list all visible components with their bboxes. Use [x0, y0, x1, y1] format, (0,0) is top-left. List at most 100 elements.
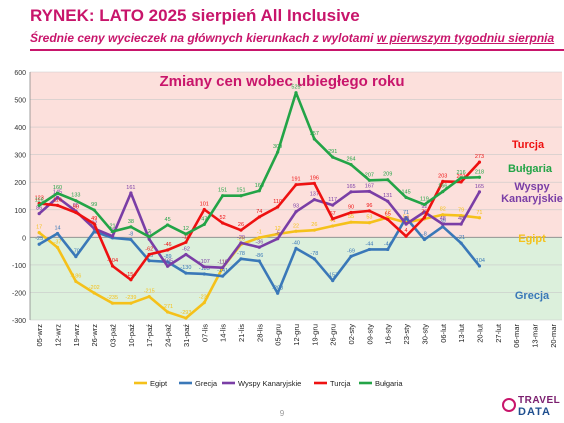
data-point — [147, 237, 151, 241]
data-label: -62 — [145, 246, 153, 252]
data-label: 166 — [438, 184, 447, 190]
data-label: -186 — [70, 273, 81, 279]
data-point — [165, 264, 170, 268]
data-label: 123 — [35, 195, 44, 201]
series-end-label: Wyspy — [514, 181, 550, 193]
legend-label: Wyspy Kanaryjskie — [238, 379, 301, 388]
data-point — [386, 247, 390, 252]
data-point — [367, 221, 371, 225]
data-label: -78 — [310, 251, 318, 257]
data-label: -130 — [180, 265, 191, 271]
data-point — [312, 228, 316, 232]
data-label: 131 — [383, 193, 392, 199]
data-point — [367, 189, 371, 193]
legend-label: Egipt — [150, 379, 168, 388]
data-point — [367, 178, 371, 182]
data-point — [202, 207, 206, 212]
data-label: 116 — [35, 197, 44, 203]
data-point — [92, 222, 96, 226]
data-point — [239, 257, 243, 261]
x-tick-label: 20-mar — [549, 324, 558, 348]
data-point — [441, 224, 445, 229]
data-point — [276, 237, 280, 241]
data-label: 273 — [475, 154, 484, 160]
data-point — [294, 183, 298, 187]
data-point — [349, 220, 353, 224]
data-label: 161 — [126, 185, 135, 191]
data-label: -40 — [292, 240, 300, 246]
data-label: 218 — [475, 169, 484, 175]
y-tick-label: 300 — [14, 153, 26, 160]
page-number: 9 — [279, 409, 285, 418]
data-label: 165 — [475, 184, 484, 190]
data-label: -7 — [147, 231, 152, 237]
data-label: -78 — [237, 251, 245, 257]
data-point — [92, 208, 96, 212]
data-point — [257, 215, 261, 219]
data-label: 72 — [421, 209, 427, 215]
x-tick-label: 13-mar — [530, 324, 539, 348]
data-label: -20 — [237, 235, 245, 241]
data-point — [221, 194, 225, 198]
data-point — [404, 195, 408, 199]
x-tick-label: 05-wrz — [35, 324, 44, 347]
data-point — [92, 229, 96, 234]
data-point — [202, 265, 206, 269]
page-title: RYNEK: LATO 2025 sierpień All Inclusive — [30, 6, 360, 25]
chart-title: Zmiany cen wobec ubiegłego roku — [159, 73, 404, 90]
data-point — [184, 271, 188, 275]
data-point — [477, 175, 482, 179]
data-point — [404, 222, 408, 226]
data-point — [276, 291, 280, 295]
data-point — [331, 278, 335, 283]
x-tick-label: 26-wrz — [90, 324, 99, 347]
data-point — [459, 241, 463, 245]
data-label: 203 — [438, 173, 447, 179]
data-label: 21 — [109, 224, 115, 230]
data-label: -8 — [128, 232, 133, 238]
x-tick-label: 23-sty — [402, 324, 411, 345]
data-point — [147, 294, 151, 299]
data-label: 72 — [385, 209, 391, 215]
data-label: 209 — [383, 172, 392, 178]
data-label: -44 — [384, 241, 392, 247]
x-tick-label: 20-lut — [475, 323, 484, 343]
x-tick-label: 28-lis — [255, 324, 264, 342]
data-point — [459, 213, 463, 218]
data-point — [257, 236, 261, 240]
series-end-label: Turcja — [512, 139, 545, 151]
x-tick-label: 10-paź — [127, 324, 136, 347]
data-label: -154 — [125, 272, 136, 278]
series-end-label: Bułgaria — [508, 163, 553, 175]
data-label: 53 — [366, 215, 372, 221]
logo-line-2: DATA — [518, 406, 551, 418]
data-point — [331, 224, 335, 228]
data-point — [37, 212, 41, 216]
logo-line-1: TRAVEL — [518, 395, 561, 406]
data-point — [92, 291, 96, 295]
data-point — [404, 234, 408, 238]
legend-label: Grecja — [195, 379, 218, 388]
data-point — [55, 203, 60, 207]
data-point — [147, 235, 151, 239]
data-point — [459, 176, 463, 180]
data-label: 95 — [73, 203, 79, 209]
data-label: 45 — [165, 217, 171, 223]
data-label: -203 — [272, 285, 283, 291]
data-label: 55 — [348, 214, 354, 220]
page-subtitle: Średnie ceny wycieczek na głównych kieru… — [30, 31, 554, 45]
data-point — [257, 189, 261, 193]
data-point — [37, 242, 41, 246]
data-point — [129, 225, 133, 229]
data-point — [349, 254, 353, 258]
data-label: 93 — [293, 204, 299, 210]
data-label: 74 — [256, 209, 262, 215]
x-tick-label: 30-sty — [420, 324, 429, 345]
data-point — [294, 91, 298, 95]
data-point — [441, 222, 445, 226]
data-point — [386, 217, 390, 222]
data-label: -69 — [347, 248, 355, 254]
data-point — [184, 240, 188, 244]
data-label: 26 — [238, 222, 244, 228]
